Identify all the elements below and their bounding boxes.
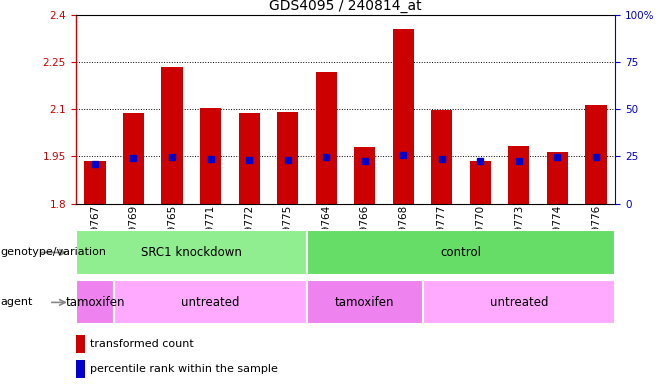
Bar — [76, 230, 307, 275]
Title: GDS4095 / 240814_at: GDS4095 / 240814_at — [269, 0, 422, 13]
Bar — [114, 280, 307, 324]
Bar — [76, 335, 86, 353]
Bar — [508, 146, 530, 204]
Bar — [431, 110, 453, 204]
Bar — [470, 161, 491, 204]
Bar — [123, 113, 144, 204]
Bar — [307, 230, 615, 275]
Bar — [76, 360, 86, 378]
Bar — [354, 147, 375, 204]
Text: agent: agent — [1, 297, 33, 308]
Bar — [586, 105, 607, 204]
Bar — [316, 72, 337, 204]
Bar — [277, 112, 298, 204]
Bar — [547, 152, 568, 204]
Bar — [238, 113, 260, 204]
Bar — [161, 67, 183, 204]
Bar — [422, 280, 615, 324]
Bar — [393, 30, 414, 204]
Text: untreated: untreated — [182, 296, 240, 309]
Bar — [76, 280, 114, 324]
Bar — [84, 161, 105, 204]
Text: control: control — [441, 246, 482, 259]
Text: tamoxifen: tamoxifen — [65, 296, 124, 309]
Text: transformed count: transformed count — [90, 339, 194, 349]
Text: percentile rank within the sample: percentile rank within the sample — [90, 364, 278, 374]
Bar — [200, 108, 221, 204]
Text: untreated: untreated — [490, 296, 548, 309]
Text: genotype/variation: genotype/variation — [1, 247, 107, 258]
Text: SRC1 knockdown: SRC1 knockdown — [141, 246, 241, 259]
Bar — [307, 280, 422, 324]
Text: tamoxifen: tamoxifen — [335, 296, 394, 309]
